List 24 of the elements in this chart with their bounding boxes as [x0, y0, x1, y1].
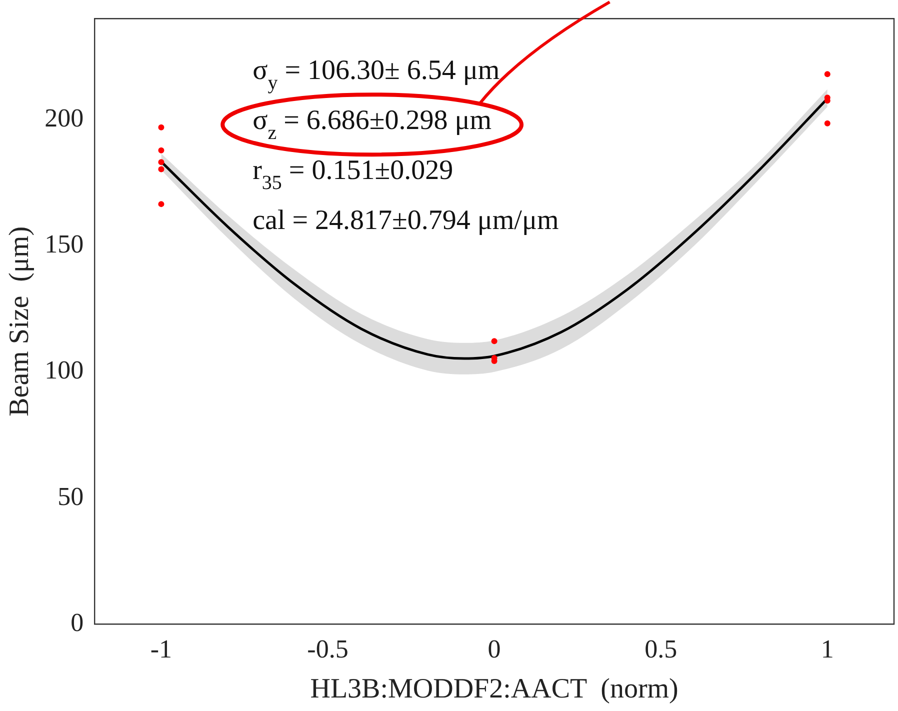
y-tick-label: 0: [70, 608, 84, 638]
x-tick-label: -0.5: [307, 634, 348, 664]
y-tick-label: 150: [44, 230, 84, 259]
x-axis-title: HL3B:MODDF2:AACT (norm): [310, 674, 678, 705]
point: [158, 166, 164, 172]
y-axis-title: Beam Size (μm): [4, 226, 36, 416]
point: [158, 124, 164, 130]
y-tick-label: 200: [44, 103, 84, 132]
point: [824, 120, 830, 126]
annotation: r$_{35}$ = 0.151±0.029: [252, 154, 454, 194]
x-tick-label: 0: [488, 634, 501, 664]
annotation: σ$_{z}$ = 6.686±0.298 μm: [252, 104, 492, 144]
point: [158, 201, 164, 208]
annotation: σ$_{y}$ = 106.30± 6.54 μm: [252, 54, 500, 94]
y-tick-label: 100: [44, 356, 84, 385]
y-tick-label: 50: [58, 482, 84, 511]
point: [824, 71, 830, 78]
point: [158, 159, 164, 166]
x-tick-label: 0.5: [644, 634, 678, 664]
point: [491, 338, 498, 344]
annotation: cal = 24.817±0.794 μm/μm: [252, 204, 559, 236]
x-tick-label: 1: [820, 634, 834, 664]
x-tick-label: -1: [150, 634, 172, 664]
point: [158, 147, 164, 154]
